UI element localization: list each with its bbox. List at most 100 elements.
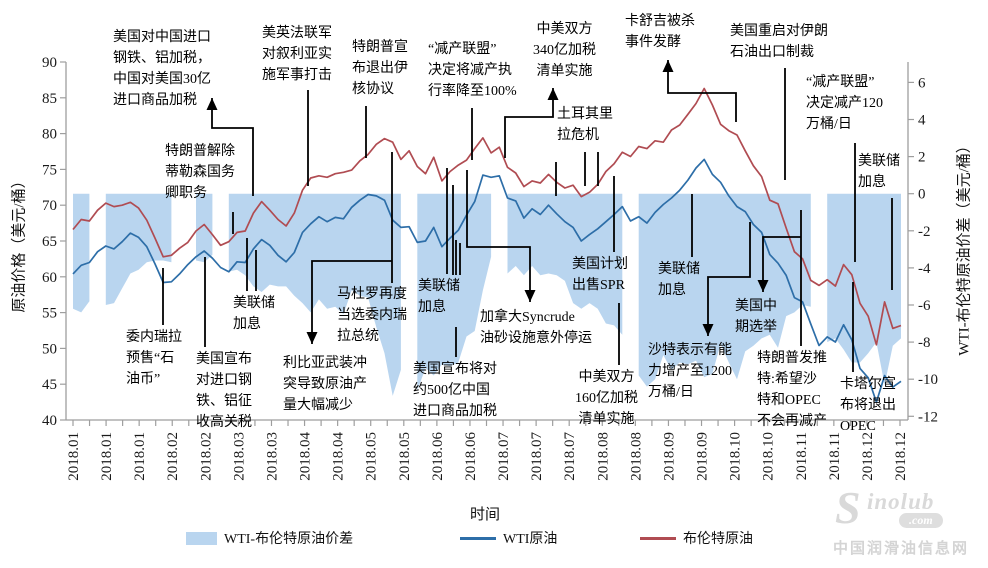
legend-area-swatch: [186, 531, 217, 545]
left-tick-label: 50: [42, 341, 57, 357]
spread-area-segment: [827, 193, 901, 385]
x-tick-label: 2018.09: [661, 432, 677, 481]
annotation-text: 特朗普解除 蒂勒森国务 卿职务: [165, 144, 235, 201]
legend-label: WTI原油: [503, 532, 558, 547]
x-tick-label: 2018.11: [827, 432, 843, 480]
x-tick-label: 2018.02: [198, 432, 214, 481]
annotation-arrowhead: [702, 324, 714, 336]
spread-area-segment: [417, 193, 492, 391]
left-tick-label: 80: [42, 127, 57, 143]
annotation-text: 美联储 加息: [418, 279, 460, 315]
x-tick-label: 2018.11: [794, 432, 810, 480]
watermark-logo-s: S: [835, 482, 861, 533]
x-tick-label: 2018.10: [761, 432, 777, 481]
right-tick-label: -4: [918, 261, 931, 277]
x-tick-label: 2018.01: [99, 432, 115, 481]
x-tick-label: 2018.08: [628, 432, 644, 481]
annotation-connector: [466, 170, 531, 302]
annotation-arrowhead: [662, 60, 674, 72]
right-axis-title: WTI-布伦特原油价差（美元/桶）: [956, 138, 973, 356]
annotation-connector: [762, 236, 801, 292]
annotation-arrowhead: [206, 98, 218, 110]
spread-area-segment: [507, 193, 623, 335]
annotation-text: 美英法联军 对叙利亚实 施军事打击: [262, 26, 332, 83]
annotation-text: 美联储 加息: [233, 296, 275, 332]
left-tick-label: 60: [42, 270, 57, 286]
left-tick-label: 65: [42, 234, 57, 250]
right-tick-label: 6: [918, 75, 926, 91]
legend-line-swatch: [460, 536, 496, 540]
x-tick-label: 2018.04: [298, 432, 314, 481]
x-tick-label: 2018.01: [132, 432, 148, 481]
x-tick-label: 2018.02: [165, 432, 181, 481]
watermark-caption: 中国润滑油信息网: [833, 541, 970, 557]
left-tick-label: 90: [42, 55, 57, 71]
right-tick-label: -12: [918, 409, 938, 425]
annotation-text: 美国宣布将对 约500亿中国 进口商品加税: [413, 362, 497, 419]
legend-item: 布伦特原油: [640, 527, 753, 549]
x-tick-label: 2018.12: [860, 432, 876, 481]
left-axis-title: 原油价格（美元/桶）: [11, 173, 28, 313]
annotation-connector: [311, 260, 392, 344]
annotation-text: 卡舒吉被杀 事件发酵: [625, 14, 695, 50]
annotation-text: 美国宣布 对进口钢 铁、铝征 收高关税: [196, 352, 252, 430]
annotation-connectors: [162, 60, 893, 372]
annotation-text: 土耳其里 拉危机: [557, 107, 613, 143]
annotation-text: 利比亚武装冲 突导致原油产 量大幅减少: [283, 356, 367, 413]
annotation-text: 中美双方 160亿加税 清单实施: [575, 370, 638, 427]
spread-area-segment: [638, 193, 811, 387]
annotation-text: 美国重启对伊朗 石油出口制裁: [730, 24, 828, 60]
legend-item: WTI-布伦特原油价差: [186, 527, 353, 549]
annotation-text: 加拿大Syncrude 油砂设施意外停运: [480, 310, 592, 346]
annotation-text: “减产联盟” 决定减产120 万桶/日: [806, 75, 883, 132]
x-tick-label: 2018.07: [562, 432, 578, 481]
wti-line: [72, 158, 902, 403]
watermark: S inolub .com 中国润滑油信息网: [833, 482, 985, 565]
annotation-text: 沙特表示有能 力增产至1200 万桶/日: [648, 343, 732, 400]
annotation-text: 卡塔尔宣 布将退出 OPEC: [840, 377, 896, 434]
legend: WTI-布伦特原油价差 WTI原油 布伦特原油: [0, 527, 988, 553]
x-tick-label: 2018.04: [331, 432, 347, 481]
legend-label: WTI-布伦特原油价差: [224, 532, 354, 547]
legend-line-swatch: [640, 536, 676, 540]
axis-tick-labels: 90 85 80 75 70 65 60 55 50 45 40 6 4 2 0 -2 -4 -6 -8 -10 -12…: [42, 55, 938, 481]
x-tick-label: 2018.03: [231, 432, 247, 481]
x-tick-label: 2018.10: [728, 432, 744, 481]
annotation-text: 美国计划 出售SPR: [572, 257, 628, 293]
price-line-series: [72, 87, 902, 403]
left-tick-label: 45: [42, 377, 57, 393]
watermark-logo-text: inolub: [867, 489, 935, 514]
watermark-domain: .com: [899, 513, 943, 528]
x-tick-label: 2018.01: [66, 432, 82, 481]
annotation-text: 美联储 加息: [658, 262, 700, 298]
x-tick-label: 2018.06: [430, 432, 446, 481]
spread-area-series: [73, 193, 901, 396]
right-tick-label: -10: [918, 372, 938, 388]
annotation-text: 美国对中国进口 钢铁、铝加税， 中国对美国30亿 进口商品加税: [113, 30, 211, 108]
annotation-arrowhead: [524, 290, 536, 302]
right-tick-label: 0: [918, 187, 926, 203]
annotation-text: 委内瑞拉 预售“石 油币”: [126, 330, 182, 387]
x-tick-label: 2018.05: [364, 432, 380, 481]
annotation-text: 美联储 加息: [858, 154, 900, 190]
annotation-text: 特朗普宣 布退出伊 核协议: [352, 40, 408, 97]
right-tick-label: 2: [918, 150, 926, 166]
x-tick-label: 2018.06: [463, 431, 479, 480]
brent-line: [72, 87, 902, 346]
x-tick-label: 2018.12: [893, 432, 909, 481]
right-tick-label: 4: [918, 113, 926, 129]
annotation-connector: [667, 60, 737, 122]
annotation-text: 中美双方 340亿加税 清单实施: [533, 22, 596, 79]
right-tick-label: -6: [918, 298, 931, 314]
spread-area-segment: [105, 193, 172, 305]
annotation-connector: [707, 222, 751, 336]
annotation-arrowhead: [547, 88, 559, 100]
annotation-connector: [211, 98, 254, 196]
annotation-text: 美国中 期选举: [735, 299, 777, 335]
x-axis-title: 时间: [470, 507, 501, 523]
x-tick-label: 2018.03: [264, 432, 280, 481]
annotation-text: 马杜罗再度 当选委内瑞 拉总统: [337, 287, 407, 344]
annotation-connector: [504, 88, 554, 158]
